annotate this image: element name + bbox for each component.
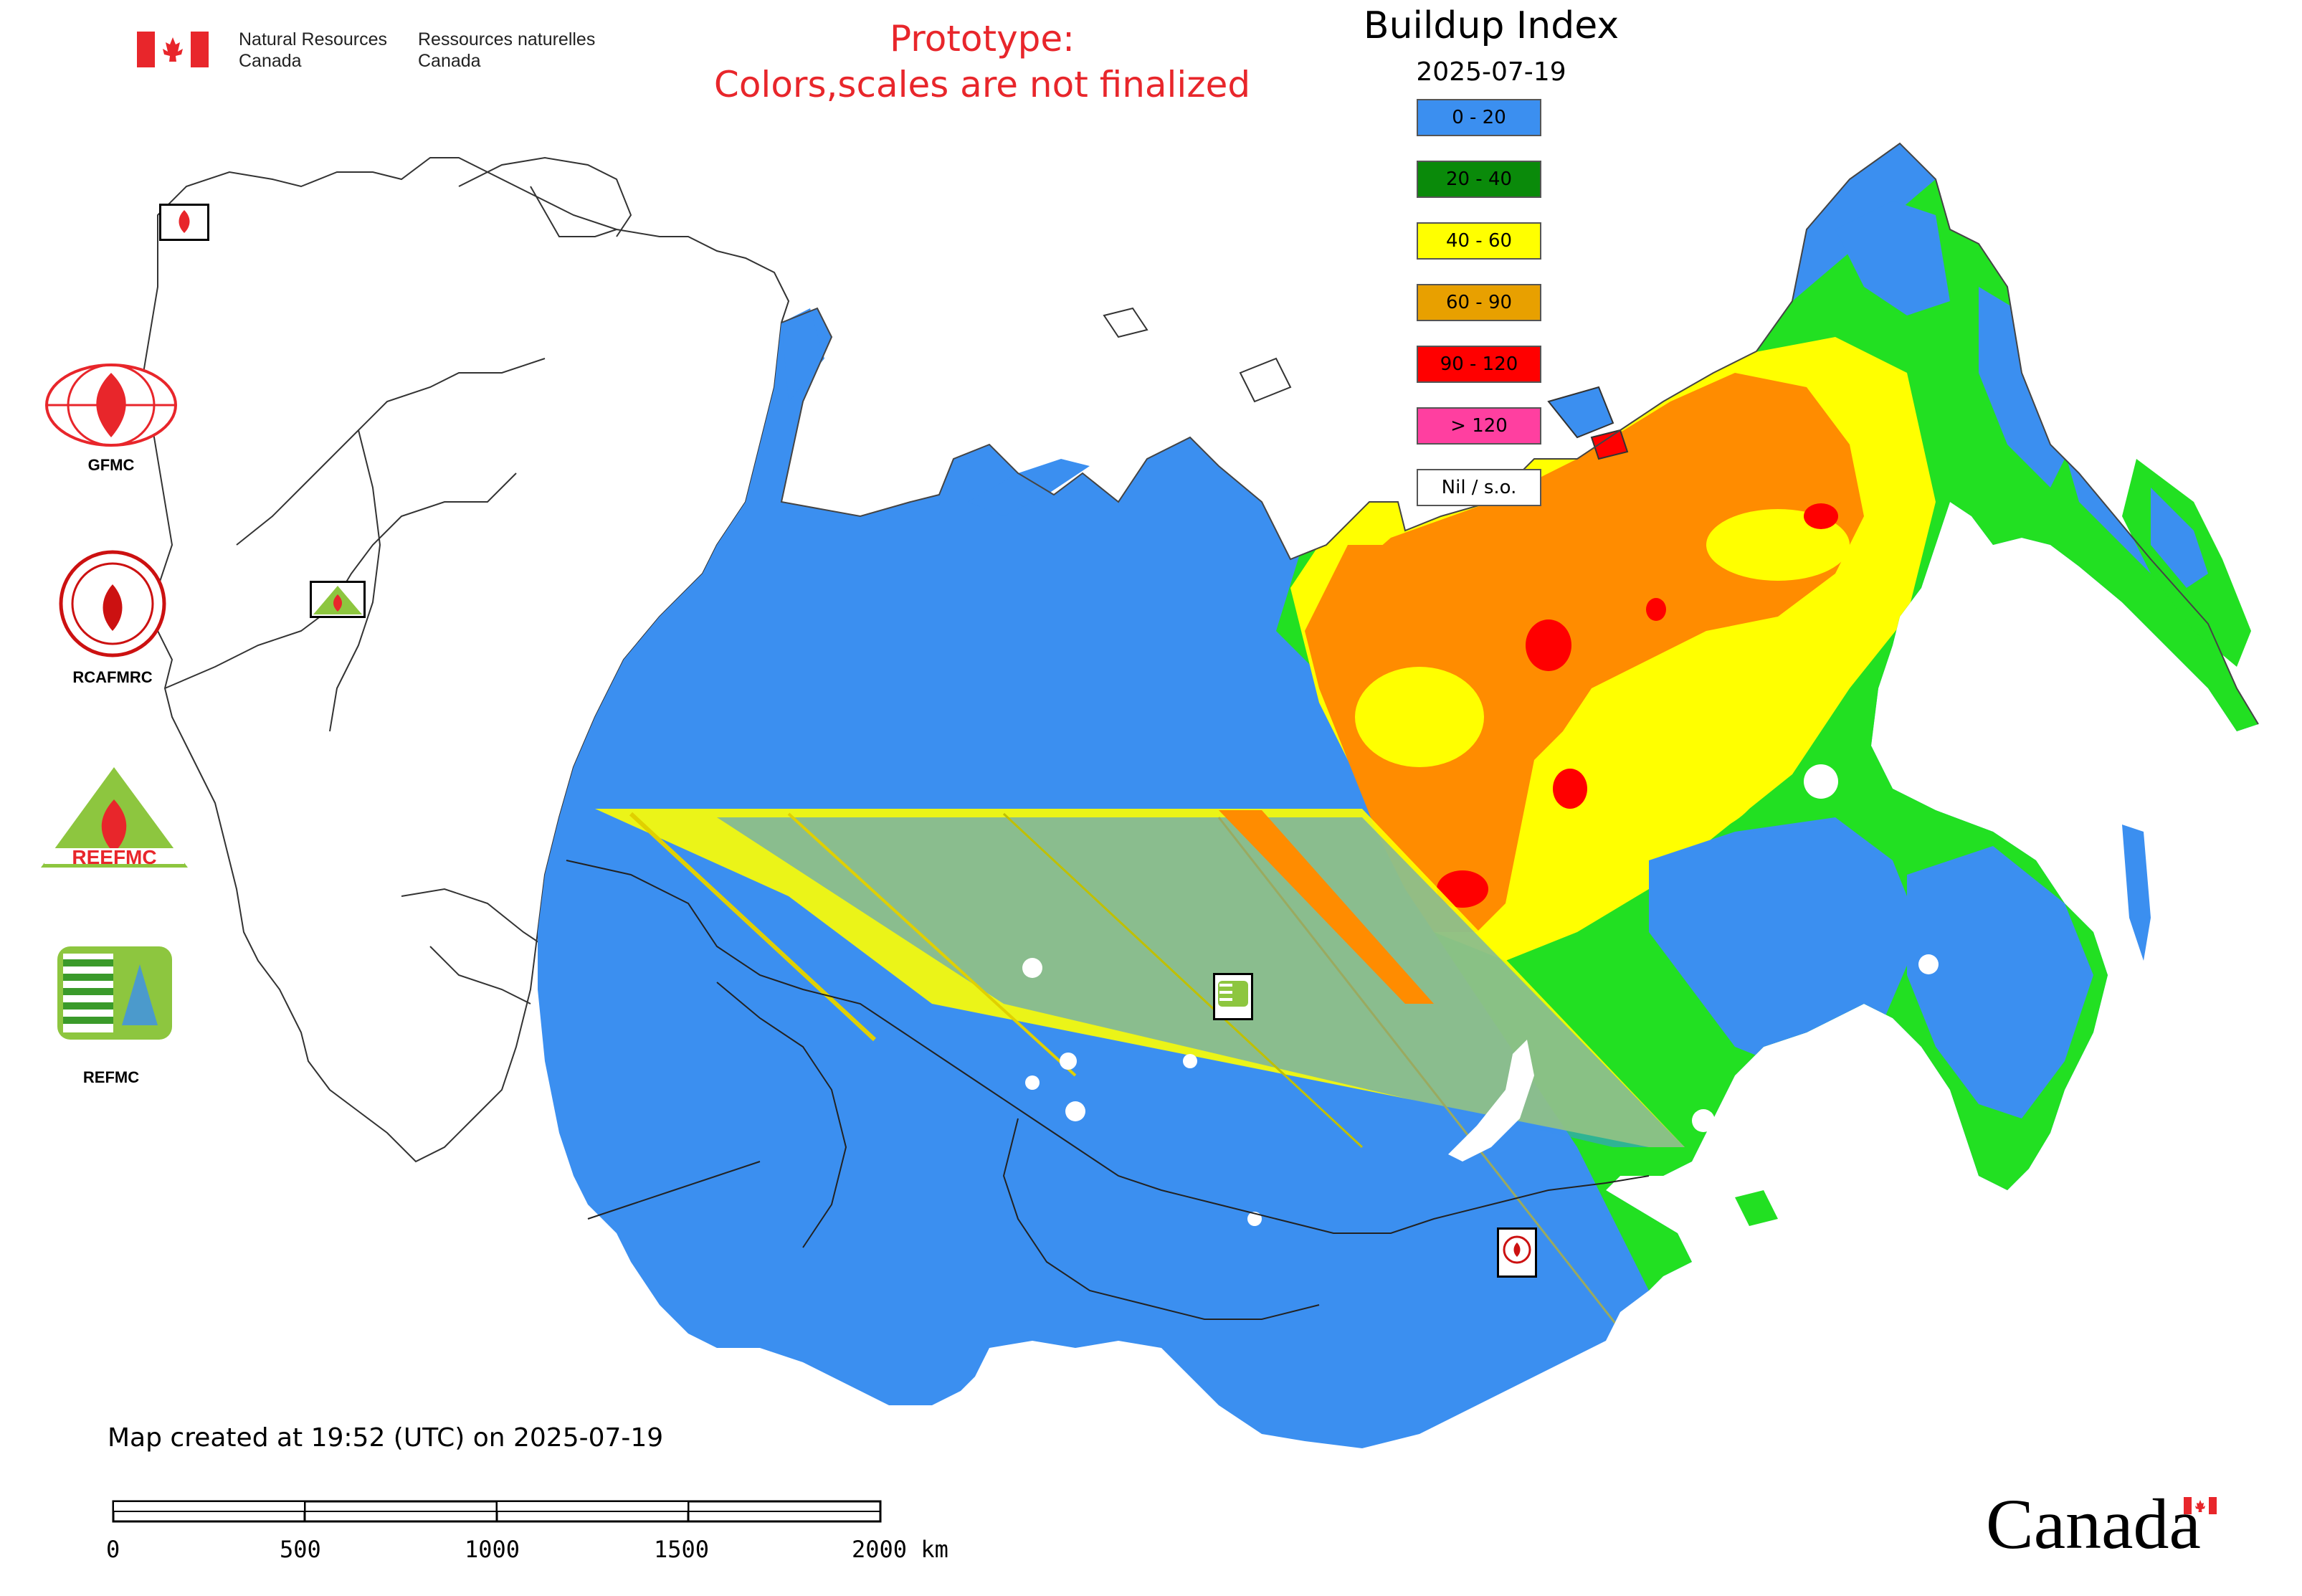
legend-title: Buildup Index bbox=[1363, 4, 1620, 47]
refmc-logo bbox=[57, 946, 172, 1040]
prototype-notice: Prototype: Colors,scales are not finaliz… bbox=[667, 16, 1298, 108]
rcafmrc-logo bbox=[57, 548, 168, 660]
legend-item: Nil / s.o. bbox=[1417, 469, 1541, 506]
canada-flag-icon bbox=[137, 32, 209, 67]
org-name-fr-line1: Ressources naturelles bbox=[418, 29, 596, 49]
legend-item: 60 - 90 bbox=[1417, 284, 1541, 321]
prototype-line1: Prototype: bbox=[889, 18, 1075, 60]
gfmc-map-marker bbox=[159, 204, 209, 241]
refmc-label: REFMC bbox=[82, 1068, 140, 1086]
canada-wordmark-text: Canada bbox=[1986, 1484, 2201, 1564]
legend-item: 0 - 20 bbox=[1417, 99, 1541, 136]
canada-wordmark-flag-icon bbox=[2184, 1497, 2217, 1514]
legend-date: 2025-07-19 bbox=[1416, 57, 1566, 87]
gfmc-logo bbox=[43, 362, 179, 448]
reefmc-logo bbox=[37, 764, 191, 871]
scale-label: 1500 bbox=[654, 1536, 710, 1563]
refmc-map-marker bbox=[1213, 973, 1253, 1020]
scale-label: 2000 km bbox=[852, 1536, 948, 1563]
prototype-line2: Colors,scales are not finalized bbox=[713, 64, 1251, 105]
scale-bar bbox=[112, 1500, 882, 1523]
org-name-fr-line2: Canada bbox=[418, 51, 481, 71]
canada-wordmark: Canada bbox=[1986, 1483, 2230, 1569]
reefmc-map-marker bbox=[310, 581, 366, 618]
legend-item: 20 - 40 bbox=[1417, 161, 1541, 198]
map-created-text: Map created at 19:52 (UTC) on 2025-07-19 bbox=[108, 1423, 664, 1453]
scale-label: 500 bbox=[280, 1536, 321, 1563]
legend-item: > 120 bbox=[1417, 407, 1541, 445]
org-name-en-line1: Natural Resources bbox=[239, 29, 388, 49]
rcafmrc-map-marker bbox=[1497, 1227, 1537, 1278]
legend-item: 90 - 120 bbox=[1417, 346, 1541, 383]
org-name-fr: Ressources naturelles Canada bbox=[418, 29, 595, 72]
scale-label: 0 bbox=[106, 1536, 120, 1563]
org-name-en-line2: Canada bbox=[239, 51, 302, 71]
org-name-en: Natural Resources Canada bbox=[239, 29, 387, 72]
gfmc-label: GFMC bbox=[87, 456, 135, 474]
scale-label: 1000 bbox=[465, 1536, 520, 1563]
reefmc-wordmark: REEFMC bbox=[72, 846, 157, 868]
legend-item: 40 - 60 bbox=[1417, 222, 1541, 260]
rcafmrc-label: RCAFMRC bbox=[72, 668, 153, 686]
